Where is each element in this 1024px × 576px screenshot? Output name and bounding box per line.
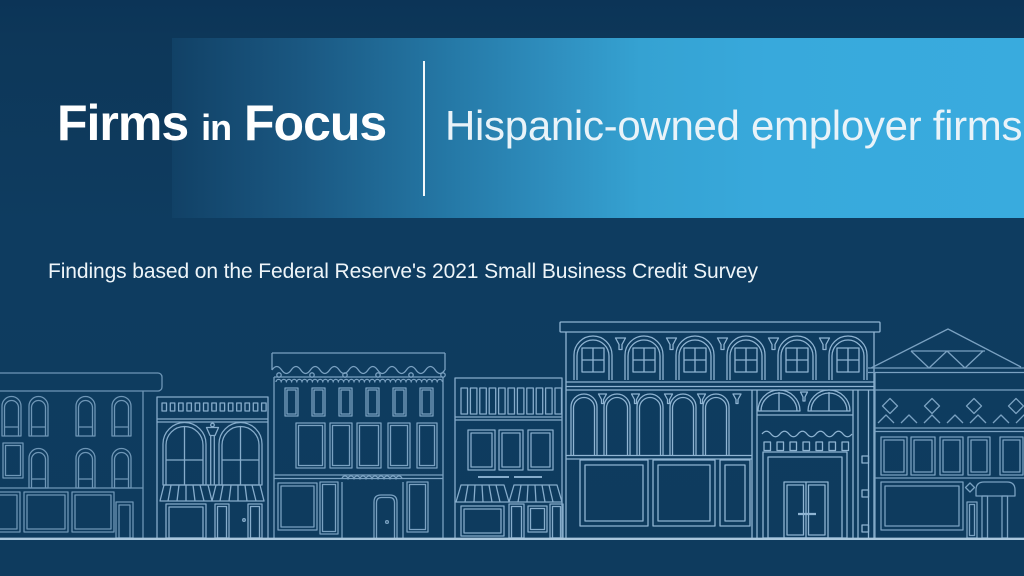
building-lamp-storefront [156, 396, 269, 539]
topic-title: Hispanic-owned employer firms [445, 102, 1023, 149]
title-banner [172, 38, 1024, 218]
brand-word-firms: Firms [57, 95, 189, 151]
building-ornate-arcade [559, 321, 881, 539]
building-slotted-storefront [454, 377, 564, 539]
brand-word-focus: Focus [243, 95, 387, 151]
building-arched-rowhouse [0, 372, 163, 539]
title-divider [423, 61, 425, 196]
subtitle-text: Findings based on the Federal Reserve's … [48, 260, 758, 283]
brand-word-in: in [201, 107, 232, 148]
building-peaked-roof [868, 328, 1024, 539]
brand-title: Firms in Focus [57, 95, 387, 153]
building-wavy-parapet [271, 352, 446, 538]
storefront-skyline-illustration [0, 321, 1024, 540]
